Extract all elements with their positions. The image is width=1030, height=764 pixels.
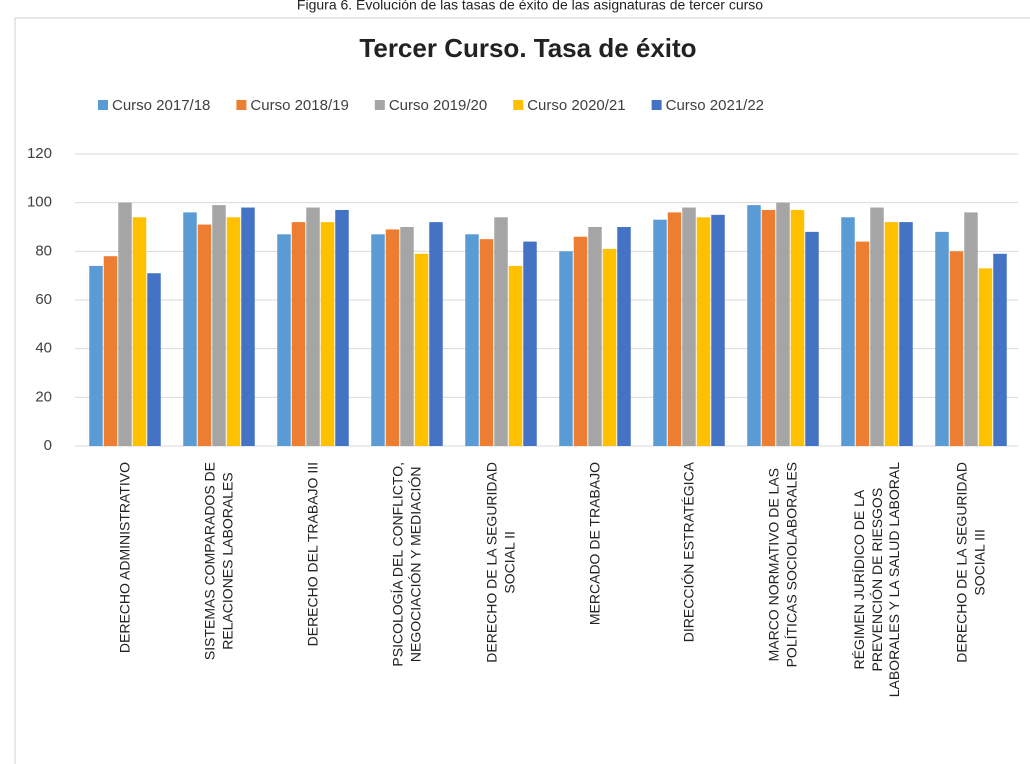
x-tick-label: DIRECCIÓN ESTRATÉGICA	[680, 462, 697, 643]
bar	[964, 212, 978, 446]
x-tick-label: DERECHO ADMINISTRATIVO	[116, 462, 133, 654]
bar	[978, 268, 993, 446]
legend-label: Curso 2018/19	[250, 97, 348, 114]
legend-label: Curso 2017/18	[112, 97, 210, 114]
bar	[385, 229, 400, 446]
bar	[147, 273, 161, 446]
bar	[935, 231, 949, 446]
bar	[899, 222, 913, 446]
bar	[508, 265, 523, 446]
bar	[573, 236, 588, 446]
bar	[183, 212, 197, 446]
x-tick-label-box: MERCADO DE TRABAJO	[586, 462, 604, 762]
bar	[841, 217, 855, 446]
x-tick-label: RÉGIMEN JURÍDICO DE LA PREVENCIÓN DE RIE…	[850, 462, 902, 698]
bar	[761, 209, 776, 446]
bar	[870, 207, 884, 446]
bar	[776, 202, 790, 446]
bar	[429, 222, 443, 446]
x-tick-label: DERECHO DEL TRABAJO III	[304, 462, 321, 647]
x-tick-label: PSICOLOGÍA DEL CONFLICTO, NEGOCIACIÓN Y …	[389, 462, 424, 667]
x-tick-label-box: DIRECCIÓN ESTRATÉGICA	[680, 462, 698, 762]
legend-label: Curso 2019/20	[389, 97, 487, 114]
x-tick-label-box: SISTEMAS COMPARADOS DE RELACIONES LABORA…	[202, 462, 237, 762]
y-tick-label: 80	[35, 242, 52, 259]
bar	[653, 219, 667, 446]
bar	[884, 222, 899, 446]
bar	[696, 217, 711, 446]
bar	[212, 205, 226, 446]
legend-swatch	[513, 100, 524, 110]
bar	[320, 222, 335, 446]
bar	[523, 241, 537, 446]
x-tick-label: DERECHO DE LA SEGURIDAD SOCIAL II	[483, 462, 518, 663]
bar	[103, 256, 118, 446]
bar	[241, 207, 255, 446]
legend-label: Curso 2021/22	[666, 97, 764, 114]
bar	[400, 227, 414, 446]
bar	[132, 217, 147, 446]
bar	[790, 209, 805, 446]
y-tick-label: 0	[44, 437, 52, 454]
bar	[479, 239, 494, 446]
x-tick-label-box: DERECHO DE LA SEGURIDAD SOCIAL III	[954, 462, 989, 762]
bar	[118, 202, 132, 446]
chart-frame	[14, 17, 1030, 764]
bar	[617, 227, 631, 446]
bar	[226, 217, 241, 446]
x-tick-label-box: RÉGIMEN JURÍDICO DE LA PREVENCIÓN DE RIE…	[851, 462, 904, 762]
bar	[602, 248, 617, 446]
legend-swatch	[651, 100, 662, 110]
x-tick-label-box: DERECHO DEL TRABAJO III	[304, 462, 322, 762]
chart-title: Tercer Curso. Tasa de éxito	[359, 33, 696, 63]
bar	[414, 253, 429, 446]
bar	[465, 234, 479, 446]
bar	[711, 214, 725, 446]
x-tick-label-box: PSICOLOGÍA DEL CONFLICTO, NEGOCIACIÓN Y …	[390, 462, 425, 762]
x-tick-label: MERCADO DE TRABAJO	[586, 462, 603, 626]
y-tick-label: 40	[35, 340, 52, 357]
x-tick-label: SISTEMAS COMPARADOS DE RELACIONES LABORA…	[201, 462, 236, 661]
bar	[277, 234, 291, 446]
bar	[949, 251, 964, 446]
y-tick-label: 100	[27, 194, 52, 211]
bar	[197, 224, 212, 446]
y-tick-label: 120	[27, 145, 52, 162]
bar	[682, 207, 696, 446]
legend-swatch	[236, 100, 247, 110]
legend-swatch	[374, 100, 385, 110]
x-tick-label: DERECHO DE LA SEGURIDAD SOCIAL III	[953, 462, 988, 663]
bar	[559, 251, 573, 446]
figure-caption: Figura 6. Evolución de las tasas de éxit…	[297, 0, 763, 13]
bar	[371, 234, 385, 446]
legend-swatch	[98, 100, 108, 110]
bar	[747, 205, 761, 446]
x-tick-label-box: DERECHO DE LA SEGURIDAD SOCIAL II	[484, 462, 519, 762]
bar	[89, 265, 103, 446]
x-tick-label-box: DERECHO ADMINISTRATIVO	[116, 462, 134, 762]
bar	[993, 253, 1007, 446]
bar	[291, 222, 306, 446]
y-tick-label: 20	[35, 388, 52, 405]
bar	[588, 227, 602, 446]
bar	[667, 212, 682, 446]
legend-label: Curso 2020/21	[527, 97, 625, 114]
x-tick-label: MARCO NORMATIVO DE LAS POLÍTICAS SOCIOLA…	[765, 462, 800, 668]
y-tick-label: 60	[35, 291, 52, 308]
bar	[805, 231, 819, 446]
x-tick-label-box: MARCO NORMATIVO DE LAS POLÍTICAS SOCIOLA…	[766, 462, 801, 762]
bar	[335, 209, 349, 446]
bar	[494, 217, 508, 446]
bar	[306, 207, 320, 446]
bar	[855, 241, 870, 446]
